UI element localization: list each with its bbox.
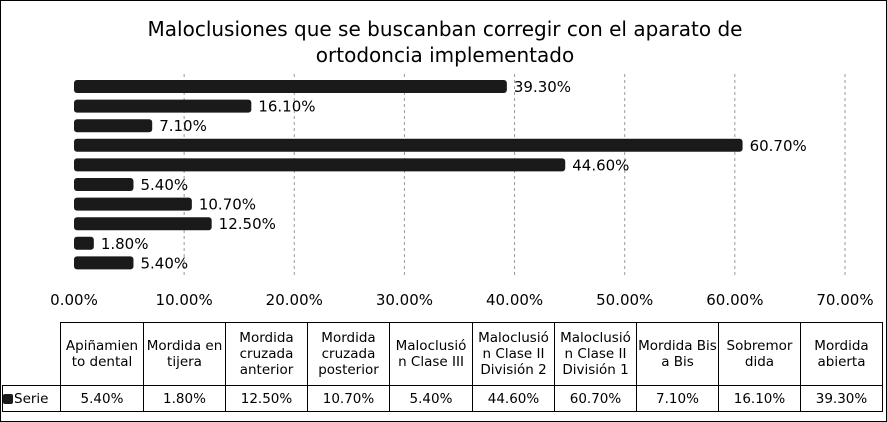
bar bbox=[74, 217, 212, 231]
value-cell: 16.10% bbox=[718, 385, 801, 412]
bar-data-label: 44.60% bbox=[572, 156, 629, 174]
x-tick-label: 40.00% bbox=[486, 291, 543, 309]
data-table: Apiñamien to dental Mordida en tijera Mord… bbox=[2, 322, 883, 412]
category-header: Maloclusió n Clase III bbox=[389, 322, 473, 386]
value-cell: 60.70% bbox=[554, 385, 637, 412]
x-tick-label: 20.00% bbox=[266, 291, 323, 309]
category-header: Sobremor dida bbox=[718, 322, 801, 386]
chart-title: Maloclusiones que se buscanban corregir … bbox=[147, 17, 743, 67]
x-tick-label: 0.00% bbox=[50, 291, 98, 309]
value-cell: 12.50% bbox=[225, 385, 308, 412]
category-header: Mordida en tijera bbox=[143, 322, 226, 386]
legend-swatch bbox=[3, 393, 13, 404]
category-header: Mordida Bis a Bis bbox=[636, 322, 719, 386]
bar-data-label: 7.10% bbox=[159, 117, 207, 135]
x-tick-label: 30.00% bbox=[376, 291, 433, 309]
value-cell: 7.10% bbox=[636, 385, 719, 412]
bar-data-label: 1.80% bbox=[101, 235, 149, 253]
bar bbox=[74, 99, 252, 113]
x-tick-label: 50.00% bbox=[596, 291, 653, 309]
value-cell: 1.80% bbox=[143, 385, 226, 412]
bar-data-label: 39.30% bbox=[514, 78, 571, 96]
legend-label: Serie bbox=[14, 390, 49, 407]
bar-data-label: 60.70% bbox=[750, 137, 807, 155]
value-cell: 44.60% bbox=[472, 385, 555, 412]
value-cell: 5.40% bbox=[389, 385, 473, 412]
value-cell: 39.30% bbox=[800, 385, 883, 412]
data-table-corner bbox=[2, 322, 61, 386]
bar bbox=[74, 256, 134, 270]
category-header: Maloclusió n Clase II División 2 bbox=[472, 322, 555, 386]
legend-key: Serie bbox=[2, 385, 61, 412]
bar-data-label: 12.50% bbox=[219, 215, 276, 233]
bar bbox=[74, 119, 153, 133]
x-tick-label: 60.00% bbox=[706, 291, 763, 309]
value-cell: 10.70% bbox=[307, 385, 390, 412]
x-tick-label: 70.00% bbox=[816, 291, 873, 309]
bar bbox=[74, 158, 566, 172]
bar-data-label: 10.70% bbox=[199, 196, 256, 214]
bar-data-label: 5.40% bbox=[140, 176, 188, 194]
bar bbox=[74, 80, 507, 93]
bar-data-label: 5.40% bbox=[140, 254, 188, 272]
bar bbox=[74, 178, 134, 191]
category-header: Mordida cruzada posterior bbox=[307, 322, 390, 386]
bar bbox=[74, 197, 192, 211]
bar bbox=[74, 138, 743, 152]
data-table-value-row: Serie 5.40% 1.80% 12.50% 10.70% 5.40% 44.60% 6… bbox=[2, 385, 883, 412]
category-header: Mordida cruzada anterior bbox=[225, 322, 308, 386]
value-cell: 5.40% bbox=[60, 385, 144, 412]
category-header: Apiñamien to dental bbox=[60, 322, 144, 386]
bar-data-label: 16.10% bbox=[258, 98, 315, 116]
x-tick-label: 10.00% bbox=[156, 291, 213, 309]
category-header: Maloclusió n Clase II División 1 bbox=[554, 322, 637, 386]
bar bbox=[74, 236, 94, 250]
category-header: Mordida abierta bbox=[800, 322, 883, 386]
data-table-header-row: Apiñamien to dental Mordida en tijera Mord… bbox=[2, 322, 883, 386]
